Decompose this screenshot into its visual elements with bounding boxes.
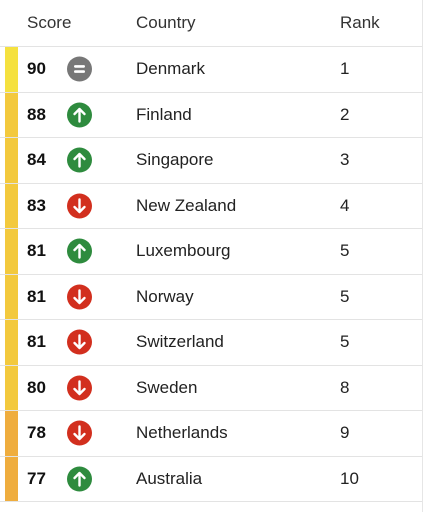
table-row[interactable]: 81 Norway 5 <box>0 274 422 320</box>
score-value: 83 <box>27 195 46 215</box>
rank-value: 9 <box>340 423 350 443</box>
header-score[interactable]: Score <box>27 13 72 32</box>
country-name: New Zealand <box>136 195 237 215</box>
table-row[interactable]: 77 Australia 10 <box>0 456 422 502</box>
rank-value: 8 <box>340 377 350 397</box>
country-name: Denmark <box>136 59 205 79</box>
country-name: Luxembourg <box>136 241 231 261</box>
country-name: Singapore <box>136 150 214 170</box>
header-rank[interactable]: Rank <box>340 13 380 32</box>
score-color-bar <box>5 92 18 137</box>
score-color-bar <box>5 365 18 410</box>
table-row[interactable]: 80 Sweden 8 <box>0 365 422 411</box>
country-name: Netherlands <box>136 423 228 443</box>
score-value: 78 <box>27 423 46 443</box>
table-row[interactable]: 88 Finland 2 <box>0 92 422 138</box>
country-name: Switzerland <box>136 332 224 352</box>
rank-value: 5 <box>340 241 350 261</box>
rank-value: 5 <box>340 286 350 306</box>
rank-value: 5 <box>340 332 350 352</box>
equal-icon <box>67 56 92 82</box>
score-color-bar <box>5 274 18 319</box>
arrow-up-icon <box>67 102 92 128</box>
score-color-bar <box>5 320 18 365</box>
score-value: 80 <box>27 377 46 397</box>
arrow-down-icon <box>67 375 92 401</box>
score-value: 81 <box>27 241 46 261</box>
rank-value: 2 <box>340 104 350 124</box>
score-value: 88 <box>27 104 46 124</box>
score-value: 77 <box>27 468 46 488</box>
country-name: Norway <box>136 286 194 306</box>
rank-value: 4 <box>340 195 350 215</box>
arrow-down-icon <box>67 329 92 355</box>
score-value: 81 <box>27 332 46 352</box>
arrow-down-icon <box>67 193 92 219</box>
rank-value: 10 <box>340 468 359 488</box>
rank-value: 1 <box>340 59 350 79</box>
table-row[interactable]: 83 New Zealand 4 <box>0 183 422 229</box>
score-color-bar <box>5 411 18 456</box>
country-name: Sweden <box>136 377 198 397</box>
rank-value: 3 <box>340 150 350 170</box>
score-value: 90 <box>27 59 46 79</box>
table-row[interactable]: 81 Switzerland 5 <box>0 320 422 366</box>
table-row[interactable]: 78 Netherlands 9 <box>0 411 422 457</box>
country-name: Australia <box>136 468 203 488</box>
arrow-up-icon <box>67 238 92 264</box>
score-color-bar <box>5 229 18 274</box>
arrow-down-icon <box>67 284 92 310</box>
arrow-up-icon <box>67 466 92 492</box>
country-name: Finland <box>136 104 192 124</box>
table-row[interactable]: 90 Denmark 1 <box>0 47 422 93</box>
arrow-down-icon <box>67 420 92 446</box>
table-header: Score Country Rank <box>0 0 422 47</box>
score-color-bar <box>5 138 18 183</box>
score-value: 81 <box>27 286 46 306</box>
score-color-bar <box>5 183 18 228</box>
header-country[interactable]: Country <box>136 13 196 32</box>
table-body: 90 Denmark 1 88 Finland 2 84 Singapore 3 83 New Ze… <box>0 47 422 502</box>
score-value: 84 <box>27 150 46 170</box>
score-color-bar <box>5 456 18 501</box>
table-row[interactable]: 84 Singapore 3 <box>0 138 422 184</box>
arrow-up-icon <box>67 147 92 173</box>
table-row[interactable]: 81 Luxembourg 5 <box>0 229 422 275</box>
score-color-bar <box>5 47 18 92</box>
